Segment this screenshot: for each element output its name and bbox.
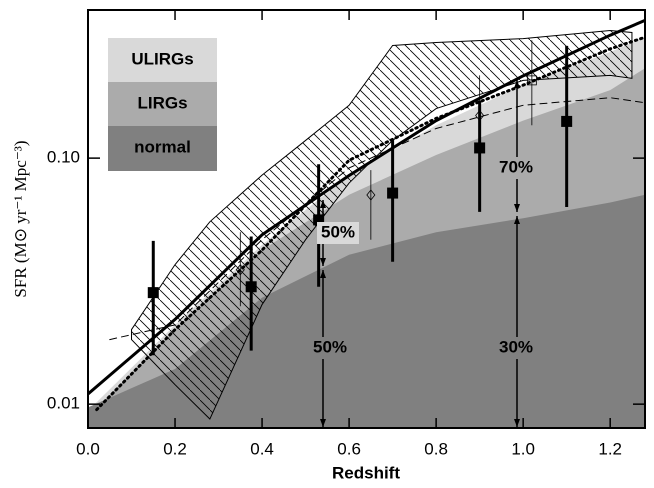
- annotation: 70%: [499, 157, 533, 176]
- annotation-bg: [309, 337, 351, 359]
- annotation-bg: [317, 222, 359, 244]
- marker: [475, 109, 485, 122]
- line: [95, 35, 645, 412]
- legend-label: normal: [134, 137, 191, 156]
- annotation: 30%: [499, 337, 533, 356]
- marker: [387, 187, 399, 199]
- legend-swatch: [108, 38, 217, 83]
- arrow-head: [320, 419, 326, 427]
- marker: [366, 189, 376, 201]
- annotation-bg: [495, 337, 537, 359]
- legend-label: LIRGs: [137, 93, 187, 112]
- arrow-head: [320, 270, 326, 278]
- legend-label: ULIRGs: [131, 49, 193, 68]
- x-tick-label: 0.6: [337, 439, 361, 458]
- arrow-head: [514, 419, 520, 427]
- arrow-head: [514, 80, 520, 88]
- legend-swatch: [108, 126, 217, 171]
- marker: [245, 281, 257, 293]
- marker: [474, 142, 486, 154]
- arrow-head: [320, 258, 326, 266]
- overlay: 50% 50% 70% 30% 0.0 0.2 0.4 0.6 0.8 1.0 1.2 0.01 0.1…: [47, 10, 645, 458]
- marker: [561, 115, 573, 127]
- y-tick-label: 0.01: [47, 394, 80, 413]
- annotation-bg: [495, 157, 537, 179]
- hatched-band: [131, 30, 633, 420]
- marker: [235, 264, 245, 276]
- x-axis-label: Redshift: [332, 463, 400, 482]
- x-tick-label: 0.0: [76, 439, 100, 458]
- y-tick-label: 0.10: [47, 148, 80, 167]
- x-tick-label: 0.8: [424, 439, 448, 458]
- marker: [147, 287, 159, 299]
- x-tick-label: 1.0: [511, 439, 535, 458]
- annotation: 50%: [313, 337, 347, 356]
- x-tick-label: 1.2: [598, 439, 622, 458]
- x-tick-label: 0.2: [163, 439, 187, 458]
- y-axis-label: SFR (M⊙ yr⁻¹ Mpc⁻³): [11, 140, 30, 297]
- marker: [313, 214, 325, 226]
- arrow-head: [320, 200, 326, 208]
- arrow-head: [514, 216, 520, 224]
- marker: [526, 75, 537, 86]
- arrow-head: [514, 204, 520, 212]
- frame: [87, 9, 646, 429]
- x-tick-label: 0.4: [250, 439, 274, 458]
- legend-swatch: [108, 82, 217, 127]
- annotation: 50%: [321, 222, 355, 241]
